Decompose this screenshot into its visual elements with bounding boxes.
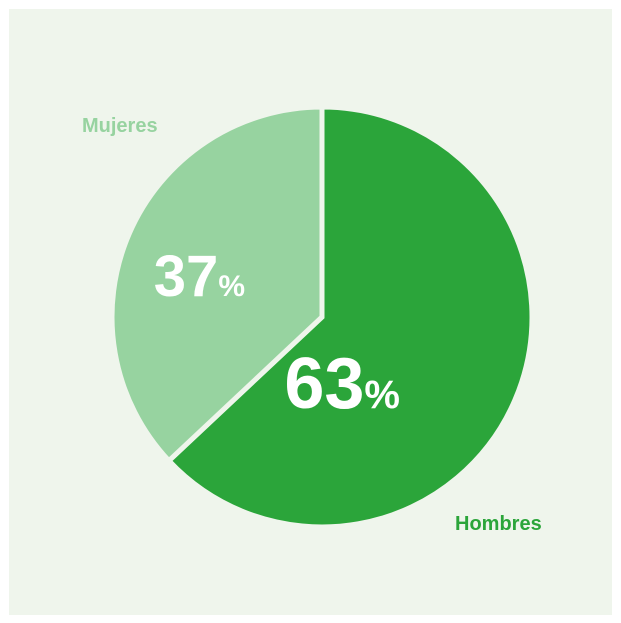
slice-value-mujeres: 37 <box>154 244 219 309</box>
pie-slice-hombres <box>165 104 535 530</box>
category-label-mujeres: Mujeres <box>82 115 158 137</box>
slice-value-label-hombres: 63% <box>284 344 400 424</box>
category-label-hombres: Hombres <box>455 513 542 535</box>
pie-slice-mujeres <box>109 104 325 465</box>
slice-unit-hombres: % <box>364 373 400 417</box>
slice-unit-mujeres: % <box>218 270 245 303</box>
pie-slices <box>109 104 535 530</box>
slice-value-hombres: 63 <box>284 344 364 424</box>
slice-value-label-mujeres: 37% <box>154 244 245 309</box>
